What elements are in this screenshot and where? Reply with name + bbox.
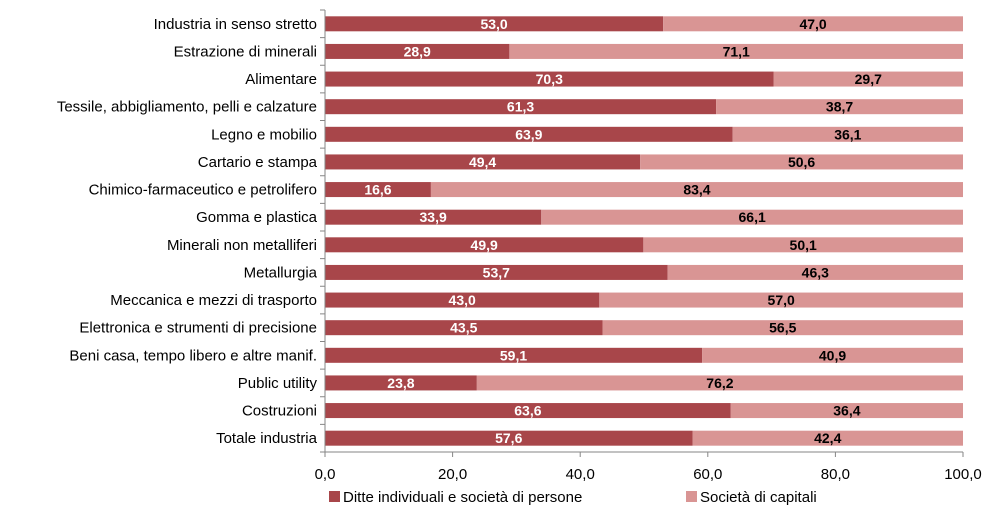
- x-tick-label: 0,0: [315, 466, 336, 483]
- data-label: 76,2: [706, 375, 733, 391]
- data-label: 28,9: [404, 43, 431, 59]
- category-label: Public utility: [238, 375, 318, 392]
- legend-swatch-societa: [686, 491, 697, 502]
- bar-segment: [692, 430, 963, 446]
- category-label: Alimentare: [245, 71, 317, 88]
- category-label: Elettronica e strumenti di precisione: [79, 320, 317, 337]
- category-label: Meccanica e mezzi di trasporto: [110, 292, 317, 309]
- bar-segment: [325, 126, 733, 142]
- data-label: 83,4: [683, 182, 710, 198]
- bar-segment: [325, 154, 641, 170]
- bar-segment: [773, 71, 963, 87]
- data-label: 63,6: [514, 403, 541, 419]
- bar-segment: [325, 320, 603, 336]
- category-label: Metallurgia: [244, 264, 318, 281]
- data-label: 70,3: [536, 71, 563, 87]
- bar-segment: [325, 99, 717, 115]
- bar-segment: [430, 182, 964, 198]
- x-tick-label: 60,0: [693, 466, 722, 483]
- x-tick-label: 40,0: [566, 466, 595, 483]
- data-label: 53,7: [483, 264, 510, 280]
- data-label: 40,9: [819, 347, 846, 363]
- data-label: 29,7: [855, 71, 882, 87]
- category-labels: Industria in senso stretto Estrazione di …: [57, 16, 318, 447]
- data-label: 59,1: [500, 347, 527, 363]
- data-label: 49,4: [469, 154, 496, 170]
- bar-segment: [640, 154, 963, 170]
- bar-segment: [325, 292, 600, 308]
- category-label: Minerali non metalliferi: [167, 237, 317, 254]
- bar-segment: [325, 375, 477, 391]
- x-tick-label: 100,0: [944, 466, 982, 483]
- bar-segment: [325, 403, 731, 419]
- category-label: Costruzioni: [242, 403, 317, 420]
- category-label: Tessile, abbigliamento, pelli e calzatur…: [57, 99, 317, 116]
- data-label: 56,5: [769, 320, 796, 336]
- bar-segment: [643, 237, 963, 253]
- bar-segment: [325, 182, 431, 198]
- bar-segment: [599, 292, 963, 308]
- data-label: 49,9: [471, 237, 498, 253]
- data-label: 42,4: [814, 430, 841, 446]
- bar-segment: [663, 16, 963, 32]
- category-label: Estrazione di minerali: [174, 43, 317, 60]
- category-label: Beni casa, tempo libero e altre manif.: [69, 347, 317, 364]
- data-label: 46,3: [802, 264, 829, 280]
- bar-segment: [325, 264, 668, 280]
- bar-segment: [667, 264, 963, 280]
- category-label: Industria in senso stretto: [154, 16, 317, 33]
- bar-segment: [541, 209, 963, 225]
- axes-group: 0,0 20,0 40,0 60,0 80,0 100,0: [315, 9, 982, 483]
- bar-segment: [730, 403, 963, 419]
- data-label: 57,0: [768, 292, 795, 308]
- data-label: 66,1: [739, 209, 766, 225]
- bars-group: 53,0 47,0 28,9 71,1 70,3 29,7 61,3 38,7 63,9 36,1…: [325, 16, 964, 446]
- data-label: 50,1: [790, 237, 817, 253]
- x-tick-label: 20,0: [438, 466, 467, 483]
- data-label: 36,4: [833, 403, 860, 419]
- bar-segment: [509, 43, 963, 59]
- x-tick-label: 80,0: [821, 466, 850, 483]
- bar-segment: [716, 99, 963, 115]
- category-label: Cartario e stampa: [198, 154, 318, 171]
- data-label: 33,9: [420, 209, 447, 225]
- category-label: Legno e mobilio: [211, 126, 317, 143]
- category-label: Gomma e plastica: [196, 209, 318, 226]
- legend-label-societa: Società di capitali: [700, 489, 817, 506]
- legend-swatch-ditte: [329, 491, 340, 502]
- bar-segment: [325, 430, 693, 446]
- data-label: 57,6: [495, 430, 522, 446]
- bar-segment: [325, 43, 510, 59]
- data-label: 43,0: [449, 292, 476, 308]
- data-label: 38,7: [826, 99, 853, 115]
- data-label: 36,1: [834, 126, 861, 142]
- category-label: Chimico-farmaceutico e petrolifero: [89, 182, 317, 199]
- bar-segment: [325, 16, 664, 32]
- bar-segment: [325, 347, 703, 363]
- data-label: 16,6: [364, 182, 391, 198]
- data-label: 23,8: [387, 375, 414, 391]
- bar-segment: [732, 126, 963, 142]
- bar-segment: [325, 237, 644, 253]
- bar-segment: [325, 209, 542, 225]
- legend-label-ditte: Ditte individuali e società di persone: [343, 489, 582, 506]
- bar-segment: [325, 71, 774, 87]
- data-label: 47,0: [799, 16, 826, 32]
- bar-segment: [476, 375, 963, 391]
- bar-segment: [702, 347, 963, 363]
- data-label: 71,1: [723, 43, 750, 59]
- bar-segment: [602, 320, 963, 336]
- data-label: 63,9: [515, 126, 542, 142]
- legend: Ditte individuali e società di persone S…: [329, 489, 817, 506]
- data-label: 53,0: [480, 16, 507, 32]
- data-label: 43,5: [450, 320, 477, 336]
- data-label: 50,6: [788, 154, 815, 170]
- category-label: Totale industria: [216, 430, 318, 447]
- data-label: 61,3: [507, 99, 534, 115]
